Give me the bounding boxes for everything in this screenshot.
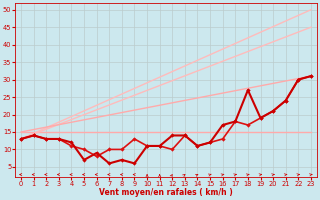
X-axis label: Vent moyen/en rafales ( km/h ): Vent moyen/en rafales ( km/h ) [99,188,233,197]
